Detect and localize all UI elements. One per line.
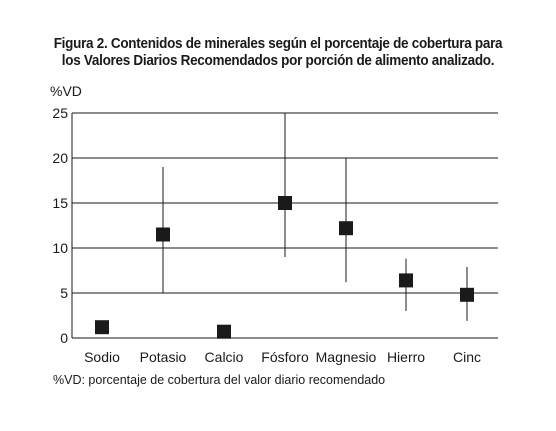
x-tick-label-potasio: Potasio — [140, 349, 187, 365]
y-tick-label-10: 10 — [52, 240, 68, 256]
data-point-fósforo — [278, 196, 292, 210]
data-point-magnesio — [339, 221, 353, 236]
data-point-cinc — [460, 287, 474, 302]
chart-title-line1: Figura 2. Contenidos de minerales según … — [53, 36, 503, 52]
data-point-calcio — [217, 324, 231, 339]
y-tick-label-5: 5 — [60, 285, 68, 301]
x-tick-label-fósforo: Fósforo — [261, 349, 309, 365]
data-point-hierro — [399, 273, 413, 288]
x-tick-label-calcio: Calcio — [205, 349, 244, 365]
chart-title-line2: los Valores Diarios Recomendados por por… — [61, 53, 495, 69]
x-tick-label-sodio: Sodio — [84, 349, 120, 365]
x-tick-label-magnesio: Magnesio — [316, 349, 377, 365]
x-tick-label-hierro: Hierro — [387, 349, 425, 365]
y-tick-label-20: 20 — [52, 150, 68, 166]
y-axis-label: %VD — [50, 83, 82, 99]
x-tick-label-cinc: Cinc — [453, 349, 481, 365]
data-point-potasio — [156, 227, 170, 242]
chart-title: Figura 2. Contenidos de minerales según … — [19, 36, 536, 70]
data-point-sodio — [95, 320, 109, 335]
footnote: %VD: porcentaje de cobertura del valor d… — [53, 373, 386, 387]
y-tick-label-25: 25 — [52, 105, 68, 121]
y-tick-label-0: 0 — [60, 330, 68, 346]
y-tick-label-15: 15 — [52, 195, 68, 211]
